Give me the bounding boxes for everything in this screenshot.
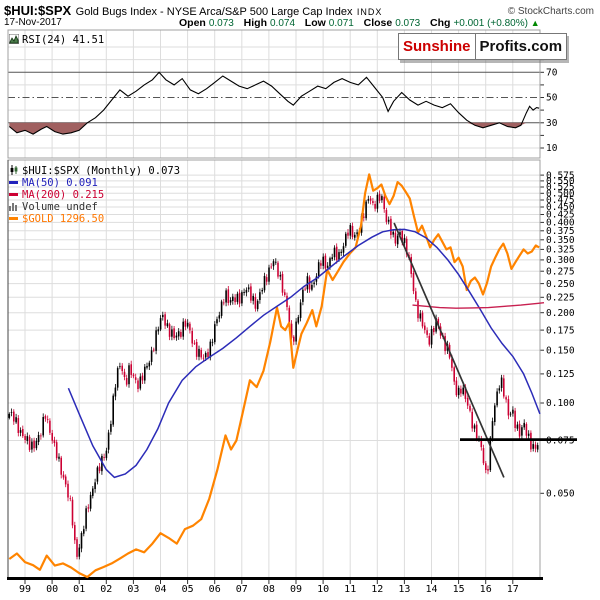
svg-text:0.525: 0.525 xyxy=(546,182,575,193)
chg-value: +0.001 (+0.80%) xyxy=(453,18,528,29)
low-value: 0.071 xyxy=(328,18,354,29)
svg-text:30: 30 xyxy=(546,118,558,129)
svg-text:0.075: 0.075 xyxy=(546,436,575,447)
svg-text:99: 99 xyxy=(19,584,31,595)
logo-part-1: Sunshine xyxy=(403,38,471,55)
svg-text:14: 14 xyxy=(425,584,437,595)
stockcharts-attribution: © StockCharts.com xyxy=(507,6,594,17)
chart-header: $HUI:$SPX Gold Bugs Index - NYSE Arca/S&… xyxy=(4,2,596,20)
svg-text:0.550: 0.550 xyxy=(546,176,575,187)
svg-text:0.125: 0.125 xyxy=(546,369,575,380)
svg-text:10: 10 xyxy=(317,584,329,595)
gridlines xyxy=(7,29,544,584)
line-dash-icon xyxy=(9,217,18,220)
legend-ma200-label: MA(200) 0.215 xyxy=(22,189,105,201)
svg-text:0.275: 0.275 xyxy=(546,266,575,277)
svg-text:0.200: 0.200 xyxy=(546,308,575,319)
svg-text:0.150: 0.150 xyxy=(546,345,575,356)
low-label: Low xyxy=(304,17,326,29)
svg-text:0.250: 0.250 xyxy=(546,279,575,290)
logo-part-2: Profits.com xyxy=(474,34,567,59)
high-value: 0.074 xyxy=(269,18,296,29)
quote-row: 17-Nov-2017 Open 0.073 High 0.074 Low 0.071… xyxy=(4,17,596,29)
svg-text:0.350: 0.350 xyxy=(546,235,575,246)
annotation-lines xyxy=(393,222,577,478)
legend-item-ma50: MA(50) 0.091 xyxy=(9,177,180,189)
svg-text:09: 09 xyxy=(290,584,302,595)
rsi-legend-text: RSI(24) 41.51 xyxy=(22,34,105,46)
volume-bars-icon xyxy=(9,203,17,211)
legend-item-ma200: MA(200) 0.215 xyxy=(9,189,180,201)
legend-item-price: $HUI:$SPX (Monthly) 0.073 xyxy=(9,165,180,177)
indicator-chart-icon xyxy=(9,34,19,44)
ticker-description: Gold Bugs Index - NYSE Arca/S&P 500 Larg… xyxy=(75,6,353,18)
axis-labels: 90705030100.0500.0750.1000.1250.1500.175… xyxy=(19,42,575,595)
legend-price-label: $HUI:$SPX (Monthly) 0.073 xyxy=(22,165,181,177)
overlay-lines xyxy=(8,173,545,579)
svg-text:70: 70 xyxy=(546,68,558,79)
legend-item-volume: Volume undef xyxy=(9,201,180,213)
svg-text:02: 02 xyxy=(100,584,112,595)
sunshine-profits-logo: Sunshine Profits.com xyxy=(398,33,568,60)
svg-text:0.400: 0.400 xyxy=(546,218,575,229)
svg-text:12: 12 xyxy=(371,584,383,595)
svg-text:15: 15 xyxy=(453,584,465,595)
svg-text:17: 17 xyxy=(507,584,519,595)
line-dash-icon xyxy=(9,193,18,196)
quote-date: 17-Nov-2017 xyxy=(4,17,62,28)
close-label: Close xyxy=(363,17,393,29)
svg-text:0.175: 0.175 xyxy=(546,325,575,336)
legend-volume-label: Volume undef xyxy=(22,201,98,213)
legend-ma50-label: MA(50) 0.091 xyxy=(22,177,98,189)
svg-text:08: 08 xyxy=(263,584,275,595)
svg-text:0.425: 0.425 xyxy=(546,210,575,221)
open-value: 0.073 xyxy=(208,18,234,29)
svg-text:06: 06 xyxy=(209,584,221,595)
high-label: High xyxy=(243,17,267,29)
svg-text:01: 01 xyxy=(73,584,85,595)
ohlc-values: Open 0.073 High 0.074 Low 0.071 Close 0.073 … xyxy=(172,17,540,29)
svg-text:10: 10 xyxy=(546,143,558,154)
svg-text:0.325: 0.325 xyxy=(546,245,575,256)
svg-text:13: 13 xyxy=(398,584,410,595)
close-value: 0.073 xyxy=(395,18,421,29)
line-dash-icon xyxy=(9,181,18,184)
svg-text:05: 05 xyxy=(182,584,194,595)
legend-item-gold: $GOLD 1296.50 xyxy=(9,213,180,225)
svg-text:07: 07 xyxy=(236,584,248,595)
svg-text:0.575: 0.575 xyxy=(546,170,575,181)
chg-label: Chg xyxy=(430,17,451,29)
exchange-label: INDX xyxy=(356,7,383,17)
svg-text:0.475: 0.475 xyxy=(546,195,575,206)
up-arrow-icon: ▲ xyxy=(530,18,540,28)
svg-text:16: 16 xyxy=(480,584,492,595)
rsi-legend: RSI(24) 41.51 xyxy=(9,34,104,46)
svg-text:0.450: 0.450 xyxy=(546,202,575,213)
svg-text:0.300: 0.300 xyxy=(546,255,575,266)
svg-text:0.100: 0.100 xyxy=(546,398,575,409)
ticker-symbol: $HUI:$SPX xyxy=(4,3,72,18)
svg-text:0.375: 0.375 xyxy=(546,226,575,237)
svg-text:04: 04 xyxy=(154,584,166,595)
main-chart-legend: $HUI:$SPX (Monthly) 0.073 MA(50) 0.091 M… xyxy=(9,165,180,225)
svg-text:0.225: 0.225 xyxy=(546,293,575,304)
svg-text:50: 50 xyxy=(546,93,558,104)
svg-text:11: 11 xyxy=(344,584,356,595)
svg-text:03: 03 xyxy=(127,584,139,595)
svg-text:0.500: 0.500 xyxy=(546,189,575,200)
open-label: Open xyxy=(179,17,206,29)
svg-text:0.050: 0.050 xyxy=(546,489,575,500)
candlestick-icon xyxy=(10,165,18,175)
svg-text:00: 00 xyxy=(46,584,58,595)
rsi-series xyxy=(8,71,540,135)
legend-gold-label: $GOLD 1296.50 xyxy=(22,213,105,225)
